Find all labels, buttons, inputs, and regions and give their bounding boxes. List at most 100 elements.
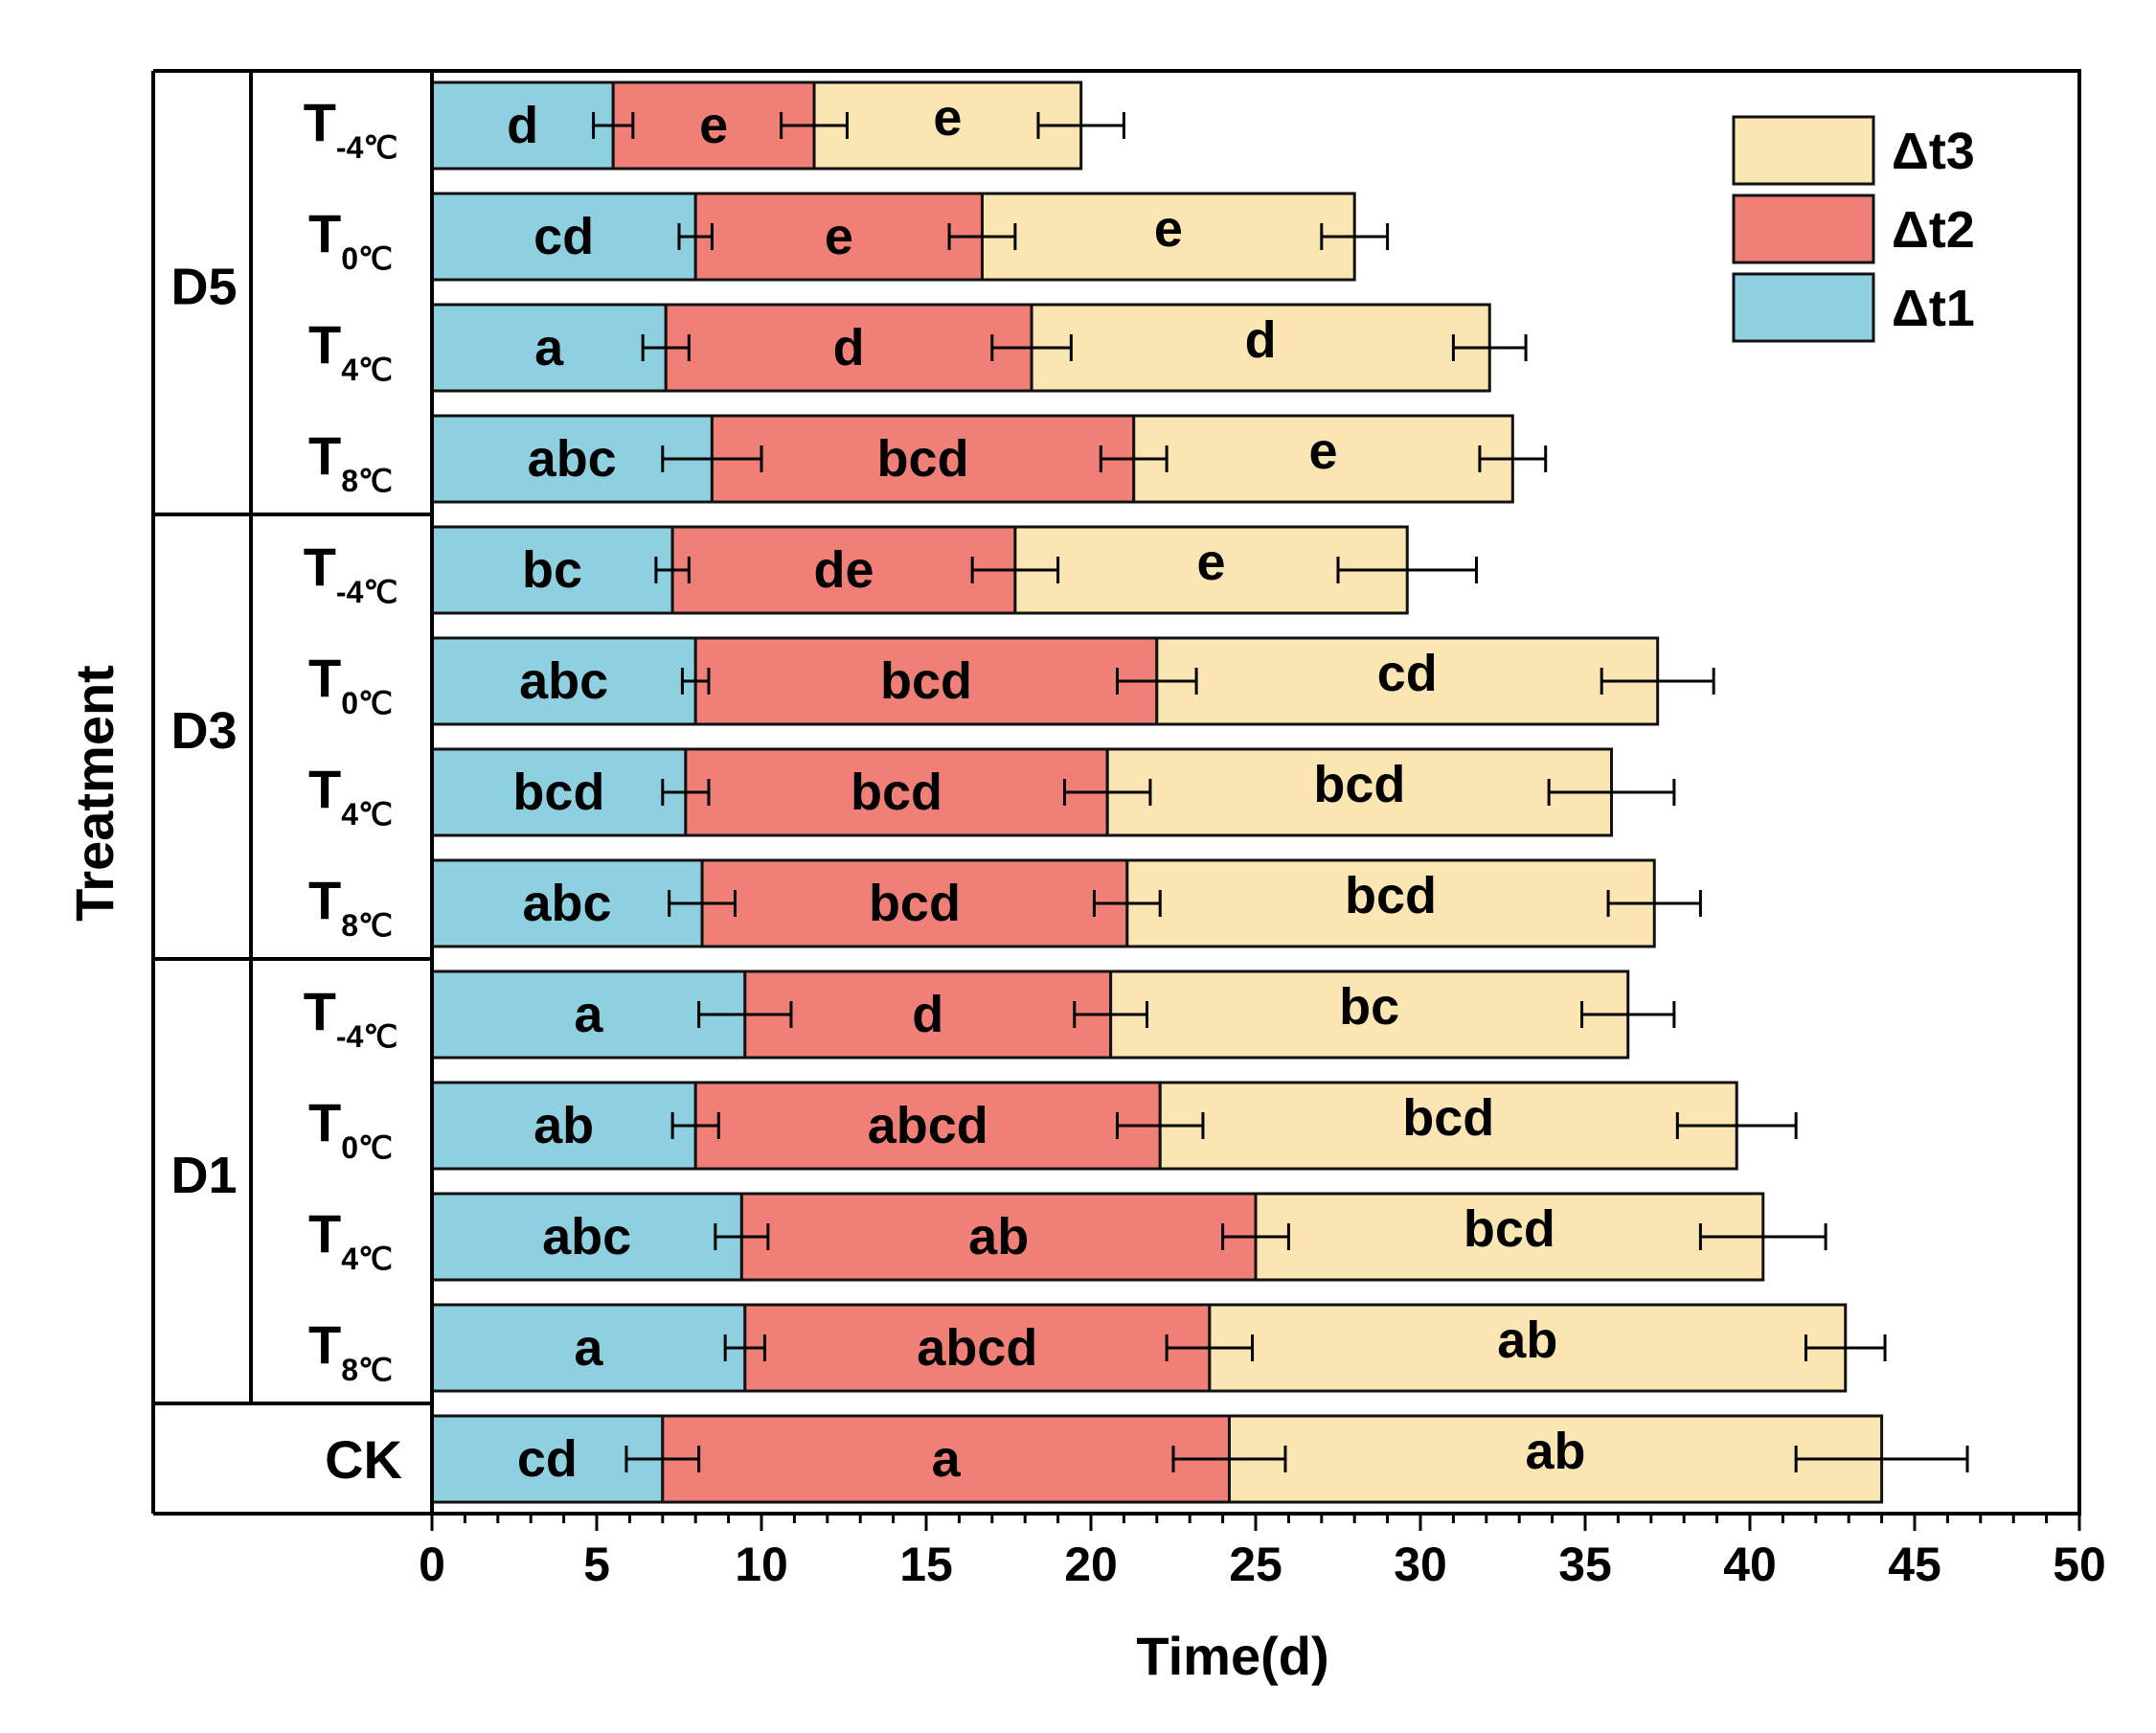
bar-dt3-row-10 [1254, 1192, 1765, 1282]
letter-dt2-row-9: abcd [868, 1097, 988, 1154]
bar-dt2-row-1 [693, 192, 984, 282]
letter-dt3-row-3: e [1308, 422, 1337, 480]
row-label-4: T-4℃ [304, 536, 398, 609]
letter-dt3-row-7: bcd [1345, 867, 1437, 924]
row-label-5: T0℃ [308, 648, 393, 720]
letter-dt2-row-8: d [912, 986, 943, 1043]
x-tick-label-5: 5 [583, 1538, 610, 1591]
row-label-6: T4℃ [308, 759, 393, 832]
legend-label-1: Δt2 [1892, 201, 1975, 259]
legend-swatch-0 [1732, 115, 1875, 186]
letter-dt3-row-2: d [1245, 311, 1277, 369]
letter-dt3-row-5: cd [1377, 645, 1438, 702]
row-label-9: T0℃ [308, 1092, 393, 1165]
letter-dt1-row-4: bc [522, 541, 582, 599]
legend-swatch-1 [1732, 194, 1875, 264]
bars-layer [430, 80, 1884, 1504]
legend-label-2: Δt1 [1892, 280, 1975, 337]
bar-dt3-row-1 [980, 192, 1356, 282]
bar-dt3-row-3 [1132, 414, 1514, 504]
letter-dt2-row-7: bcd [869, 875, 961, 932]
row-label-1: T0℃ [308, 203, 393, 276]
row-label-0: T-4℃ [304, 92, 398, 165]
bar-dt3-row-0 [812, 80, 1083, 171]
bar-dt1-row-8 [430, 969, 747, 1060]
letter-dt1-row-9: ab [533, 1097, 594, 1154]
row-labels-layer: T-4℃ T0℃ T4℃ T8℃ T-4℃ T0℃ T4℃ T8℃ T-4℃ T0℃ T4℃ T8℃ C… [170, 92, 402, 1490]
bar-dt3-row-6 [1105, 747, 1614, 837]
bar-dt2-row-7 [700, 858, 1129, 948]
letter-dt3-row-10: bcd [1464, 1200, 1555, 1258]
x-tick-label-10: 10 [735, 1538, 788, 1591]
letter-dt2-row-11: abcd [917, 1319, 1037, 1377]
bar-dt2-row-4 [670, 525, 1017, 615]
letter-dt1-row-12: cd [517, 1430, 578, 1488]
row-label-2: T4℃ [308, 314, 393, 387]
bar-dt1-row-1 [430, 192, 697, 282]
letter-dt2-row-0: e [699, 97, 728, 154]
letter-dt2-row-10: ab [968, 1208, 1029, 1266]
letter-dt2-row-1: e [825, 208, 853, 265]
letter-dt1-row-1: cd [533, 208, 594, 265]
x-tick-label-20: 20 [1064, 1538, 1118, 1591]
row-label-7: T8℃ [308, 870, 393, 943]
x-tick-label-15: 15 [899, 1538, 953, 1591]
bar-dt1-row-0 [430, 80, 615, 171]
letter-dt2-row-2: d [833, 319, 865, 376]
row-label-8: T-4℃ [304, 981, 398, 1054]
letter-dt1-row-6: bcd [512, 764, 604, 821]
bar-dt2-row-12 [661, 1414, 1231, 1504]
letter-dt3-row-0: e [933, 89, 962, 147]
bar-dt3-row-9 [1158, 1081, 1738, 1171]
group-label-1: D3 [170, 702, 237, 760]
letter-dt3-row-12: ab [1526, 1423, 1586, 1480]
y-axis-title: Treatment [64, 665, 125, 922]
row-label-11: T8℃ [308, 1314, 393, 1387]
x-tick-label-45: 45 [1888, 1538, 1941, 1591]
letter-dt3-row-1: e [1154, 200, 1183, 258]
x-tick-label-25: 25 [1229, 1538, 1282, 1591]
letter-dt1-row-5: abc [519, 652, 608, 710]
group-label-2: D1 [170, 1147, 237, 1204]
letter-dt1-row-11: a [574, 1319, 603, 1377]
letter-dt1-row-2: a [534, 319, 564, 376]
x-tick-label-35: 35 [1558, 1538, 1612, 1591]
group-label-0: D5 [170, 259, 237, 316]
bar-dt2-row-9 [693, 1081, 1162, 1171]
letter-dt2-row-3: bcd [877, 430, 969, 488]
x-axis-title: Time(d) [1136, 1626, 1328, 1686]
letter-dt3-row-4: e [1197, 534, 1226, 591]
bar-dt2-row-8 [743, 969, 1113, 1060]
bar-dt3-row-5 [1155, 636, 1660, 726]
letter-dt1-row-7: abc [523, 875, 612, 932]
letter-dt1-row-0: d [507, 97, 538, 154]
row-label-12: CK [325, 1429, 402, 1490]
letter-dt3-row-9: bcd [1402, 1089, 1494, 1147]
letter-dt2-row-6: bcd [851, 764, 942, 821]
x-axis-ticks: 0 5 10 15 20 25 30 35 40 45 50 [419, 1514, 2106, 1591]
legend-label-0: Δt3 [1892, 123, 1975, 180]
letter-dt3-row-8: bc [1339, 978, 1399, 1036]
letter-dt2-row-4: de [813, 541, 874, 599]
bar-dt1-row-10 [430, 1192, 743, 1282]
bar-dt2-row-11 [743, 1303, 1212, 1393]
x-tick-label-40: 40 [1723, 1538, 1777, 1591]
x-tick-label-0: 0 [419, 1538, 445, 1591]
letter-dt2-row-12: a [932, 1430, 962, 1488]
letter-dt3-row-11: ab [1497, 1311, 1557, 1369]
letter-dt2-row-5: bcd [880, 652, 972, 710]
bar-dt1-row-12 [430, 1414, 665, 1504]
row-label-3: T8℃ [308, 425, 393, 498]
x-tick-label-50: 50 [2053, 1538, 2106, 1591]
legend: Δt3 Δt2 Δt1 [1732, 115, 1975, 343]
bar-dt2-row-5 [693, 636, 1159, 726]
letter-dt1-row-3: abc [528, 430, 617, 488]
letter-dt1-row-10: abc [542, 1208, 631, 1266]
bar-dt3-row-7 [1125, 858, 1656, 948]
letter-dt3-row-6: bcd [1313, 756, 1405, 813]
legend-swatch-2 [1732, 272, 1875, 343]
x-tick-label-30: 30 [1394, 1538, 1447, 1591]
letter-dt1-row-8: a [574, 986, 603, 1043]
